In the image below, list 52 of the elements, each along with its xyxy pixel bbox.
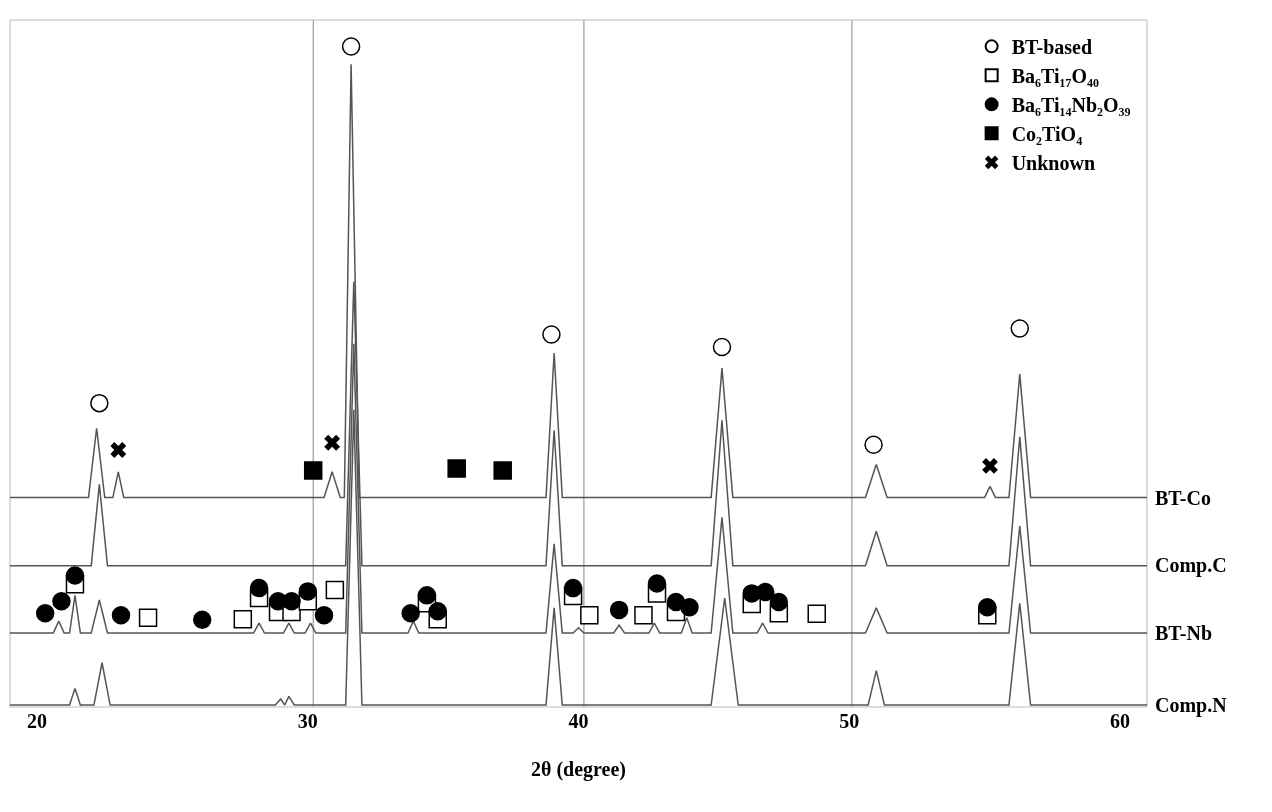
point bbox=[341, 37, 361, 56]
x-tick-label: 40 bbox=[568, 710, 589, 732]
point bbox=[90, 393, 109, 413]
point bbox=[298, 582, 318, 601]
legend-label: Ba₆Ti₁₇O₄₀ bbox=[1011, 65, 1100, 88]
series-label: Comp.N bbox=[1155, 694, 1228, 717]
point bbox=[447, 459, 466, 478]
point bbox=[580, 605, 599, 625]
series-label: BT-Nb bbox=[1155, 622, 1213, 644]
x-tick-label: 20 bbox=[27, 710, 48, 732]
point bbox=[542, 325, 561, 344]
point bbox=[249, 578, 269, 598]
point bbox=[756, 582, 775, 602]
point bbox=[978, 598, 997, 617]
point bbox=[680, 598, 699, 617]
point bbox=[192, 610, 212, 630]
legend-label: Ba₆Ti₁₄Nb₂O₃₉ bbox=[1011, 94, 1131, 117]
point bbox=[233, 609, 253, 629]
point bbox=[493, 461, 512, 480]
series-label: BT-Co bbox=[1155, 487, 1211, 509]
legend-label: BT-based bbox=[1011, 36, 1093, 59]
point bbox=[769, 592, 789, 612]
point bbox=[325, 580, 345, 600]
point bbox=[110, 442, 127, 458]
point bbox=[401, 603, 420, 623]
point bbox=[314, 605, 334, 625]
point bbox=[111, 605, 131, 625]
point bbox=[138, 608, 158, 628]
point bbox=[563, 578, 583, 598]
point bbox=[65, 566, 85, 585]
point bbox=[417, 586, 437, 605]
point bbox=[712, 337, 732, 357]
point bbox=[807, 604, 826, 624]
x-tick-label: 30 bbox=[297, 710, 318, 732]
x-tick-label: 50 bbox=[839, 710, 860, 732]
point bbox=[282, 592, 301, 611]
series-label: Comp.C bbox=[1155, 554, 1227, 577]
x-axis-title: 2θ (degree) bbox=[530, 757, 627, 781]
legend-label: Unknown bbox=[1011, 152, 1096, 175]
point bbox=[324, 434, 341, 451]
point bbox=[647, 574, 667, 593]
point bbox=[303, 461, 323, 480]
point bbox=[634, 605, 653, 625]
point bbox=[1010, 319, 1030, 338]
point bbox=[982, 457, 998, 474]
point bbox=[52, 592, 71, 611]
point bbox=[35, 603, 55, 623]
point bbox=[609, 600, 629, 620]
legend-label: Co₂TiO₄ bbox=[1011, 123, 1083, 146]
x-tick-label: 60 bbox=[1109, 710, 1130, 732]
point bbox=[864, 435, 883, 454]
point bbox=[428, 601, 447, 621]
